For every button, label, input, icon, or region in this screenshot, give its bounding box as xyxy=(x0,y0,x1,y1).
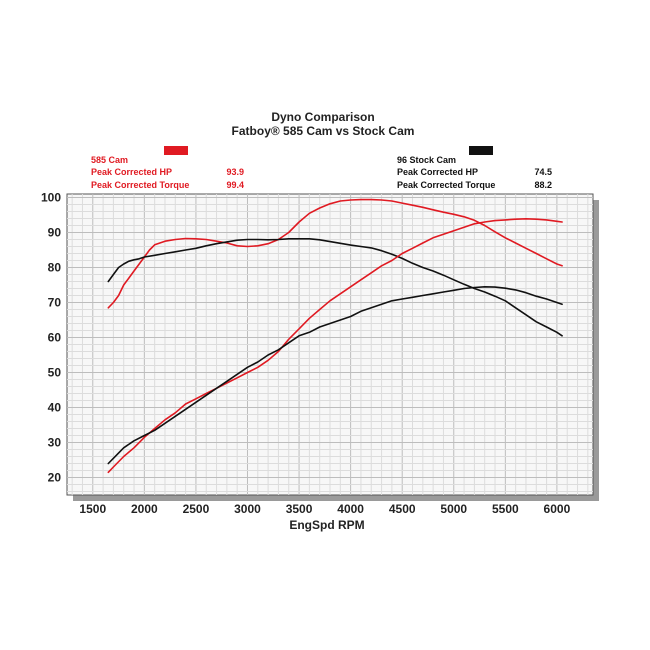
legend-cam-hp-value: 93.9 xyxy=(226,167,244,177)
grid xyxy=(67,194,593,495)
x-tick-label: 6000 xyxy=(544,502,571,516)
y-tick-label: 50 xyxy=(48,366,62,380)
y-tick-label: 100 xyxy=(41,191,61,205)
legend-stock-name: 96 Stock Cam xyxy=(397,155,456,165)
x-tick-label: 4500 xyxy=(389,502,416,516)
y-tick-label: 20 xyxy=(48,471,62,485)
x-axis-label: EngSpd RPM xyxy=(289,518,364,532)
series-line xyxy=(107,218,563,474)
x-tick-label: 3000 xyxy=(234,502,261,516)
x-tick-label: 1500 xyxy=(79,502,106,516)
series-line xyxy=(107,198,563,309)
x-tick-label: 5500 xyxy=(492,502,519,516)
x-tick-label: 5000 xyxy=(440,502,467,516)
legend-cam-name: 585 Cam xyxy=(91,155,128,165)
y-tick-label: 90 xyxy=(48,226,62,240)
chart-subtitle: Fatboy® 585 Cam vs Stock Cam xyxy=(232,124,415,138)
chart-title: Dyno Comparison xyxy=(271,110,374,124)
x-tick-label: 3500 xyxy=(286,502,313,516)
y-tick-label: 80 xyxy=(48,261,62,275)
axis-ticks: 1500 2000 2500 3000 3500 4000 4500 5000 5500 6000… xyxy=(41,191,571,517)
x-tick-label: 2000 xyxy=(131,502,158,516)
y-tick-label: 70 xyxy=(48,296,62,310)
y-tick-label: 30 xyxy=(48,436,62,450)
series-line xyxy=(107,238,563,337)
legend-585-cam: 585 Cam Peak Corrected HP 93.9 Peak Corr… xyxy=(91,146,244,190)
legend-stock-torque-value: 88.2 xyxy=(534,180,552,190)
legend-cam-torque-label: Peak Corrected Torque xyxy=(91,180,189,190)
x-tick-label: 2500 xyxy=(183,502,210,516)
legend-stock-torque-label: Peak Corrected Torque xyxy=(397,180,495,190)
series-lines xyxy=(107,198,563,474)
legend-stock-swatch xyxy=(469,146,493,155)
series-line xyxy=(107,286,563,465)
legend-stock-hp-value: 74.5 xyxy=(534,167,552,177)
legend-cam-hp-label: Peak Corrected HP xyxy=(91,167,172,177)
legend-cam-swatch xyxy=(164,146,188,155)
y-tick-label: 60 xyxy=(48,331,62,345)
legend-stock-hp-label: Peak Corrected HP xyxy=(397,167,478,177)
legend-stock-cam: 96 Stock Cam Peak Corrected HP 74.5 Peak… xyxy=(397,146,552,190)
legend-cam-torque-value: 99.4 xyxy=(226,180,244,190)
x-tick-label: 4000 xyxy=(337,502,364,516)
y-tick-label: 40 xyxy=(48,401,62,415)
